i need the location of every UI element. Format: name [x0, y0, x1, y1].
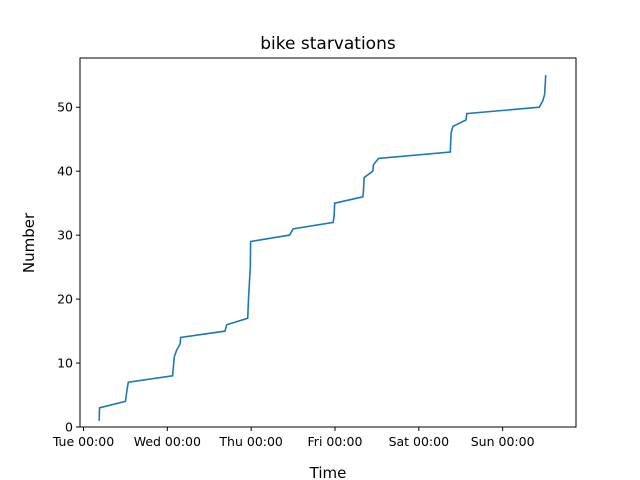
y-tick-label: 10: [57, 356, 73, 371]
x-tick-label: Tue 00:00: [52, 434, 114, 449]
y-tick-label: 50: [57, 100, 73, 115]
data-point: [545, 74, 547, 76]
y-tick-label: 20: [57, 292, 73, 307]
y-tick-label: 0: [65, 420, 73, 435]
data-point: [362, 196, 364, 198]
x-tick-label: Thu 00:00: [218, 434, 283, 449]
data-point: [450, 132, 452, 134]
data-point: [378, 157, 380, 159]
data-point: [289, 234, 291, 236]
data-point: [180, 337, 182, 338]
y-axis-label: Number: [20, 212, 38, 273]
x-tick-label: Sun 00:00: [471, 434, 535, 449]
plot-frame: [79, 57, 577, 428]
x-tick-label: Wed 00:00: [134, 434, 201, 449]
data-point: [127, 381, 129, 383]
data-point: [542, 100, 544, 102]
data-point: [449, 151, 451, 153]
data-point: [332, 221, 334, 223]
data-point: [226, 324, 228, 326]
x-tick-label: Fri 00:00: [308, 434, 363, 449]
x-axis-label: Time: [309, 464, 347, 480]
data-point: [248, 298, 249, 300]
data-point: [465, 119, 467, 121]
data-point: [249, 266, 251, 268]
x-tick-label: Sat 00:00: [389, 434, 450, 449]
data-point: [372, 170, 374, 172]
data-point: [224, 330, 226, 332]
data-point: [538, 106, 540, 108]
data-point: [173, 356, 175, 358]
x-axis: Tue 00:00 Wed 00:00 Thu 00:00 Fri 00:00 Sat …: [52, 427, 535, 449]
data-point: [124, 400, 126, 402]
chart-title: bike starvations: [260, 34, 396, 54]
data-point: [334, 202, 336, 204]
data-point: [452, 125, 454, 127]
data-point: [126, 388, 128, 390]
data-point: [176, 349, 178, 351]
data-point: [179, 343, 181, 345]
series-line-0: [98, 75, 547, 421]
data-point: [99, 407, 100, 409]
y-tick-label: 40: [57, 164, 73, 179]
y-axis: 0 10 20 30 40 50: [57, 100, 80, 435]
data-point: [544, 81, 546, 83]
data-point: [172, 375, 174, 377]
data-point: [372, 164, 374, 166]
data-point: [292, 228, 294, 230]
data-point: [363, 189, 364, 191]
data-point: [466, 113, 468, 115]
plot-area: [98, 74, 547, 422]
data-point: [544, 94, 546, 95]
data-point: [333, 215, 335, 217]
data-point: [247, 317, 249, 319]
y-tick-label: 30: [57, 228, 73, 243]
data-point: [363, 177, 365, 179]
data-point: [250, 241, 252, 242]
data-point: [98, 420, 100, 422]
